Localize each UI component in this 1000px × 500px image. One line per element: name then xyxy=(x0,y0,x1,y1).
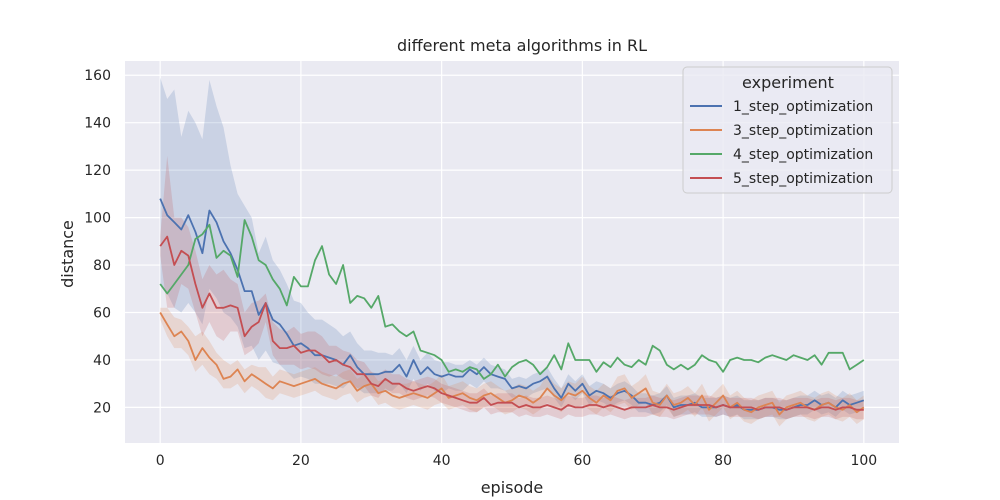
y-tick-label: 160 xyxy=(84,68,111,84)
chart-title: different meta algorithms in RL xyxy=(397,36,647,55)
legend-title: experiment xyxy=(742,73,834,92)
legend: experiment 1_step_optimization 3_step_opt… xyxy=(682,66,893,194)
y-tick-label: 140 xyxy=(84,116,111,132)
y-tick-label: 40 xyxy=(93,353,111,369)
legend-frame xyxy=(682,66,893,194)
y-tick-label: 100 xyxy=(84,211,111,227)
y-tick-label: 80 xyxy=(93,258,111,274)
confidence-bands xyxy=(160,77,864,427)
legend-label: 3_step_optimization xyxy=(733,123,873,139)
series-line-3_step_optimization xyxy=(159,312,865,416)
x-tick-label: 40 xyxy=(433,453,451,469)
legend-entries: 1_step_optimization 3_step_optimization 4_… xyxy=(690,99,873,187)
x-tick-label: 20 xyxy=(292,453,310,469)
tick-labels: 0 20 40 60 80 100 20 40 60 80 100 120 140 160 xyxy=(84,68,877,469)
x-tick-label: 100 xyxy=(850,453,877,469)
y-tick-label: 60 xyxy=(93,306,111,322)
x-axis-label: episode xyxy=(481,478,544,497)
x-tick-label: 60 xyxy=(573,453,591,469)
legend-label: 5_step_optimization xyxy=(733,171,873,187)
legend-label: 4_step_optimization xyxy=(733,147,873,163)
y-tick-label: 20 xyxy=(93,400,111,416)
series-line-5_step_optimization xyxy=(159,235,864,411)
y-tick-label: 120 xyxy=(84,163,111,179)
band-3_step_optimization xyxy=(160,307,864,427)
band-5_step_optimization xyxy=(160,155,864,420)
x-tick-label: 0 xyxy=(156,453,165,469)
legend-label: 1_step_optimization xyxy=(733,99,873,115)
band-1_step_optimization xyxy=(160,77,864,420)
series-line-4_step_optimization xyxy=(159,219,865,380)
x-tick-label: 80 xyxy=(714,453,732,469)
series-lines xyxy=(159,198,865,416)
y-axis-label: distance xyxy=(58,220,77,288)
